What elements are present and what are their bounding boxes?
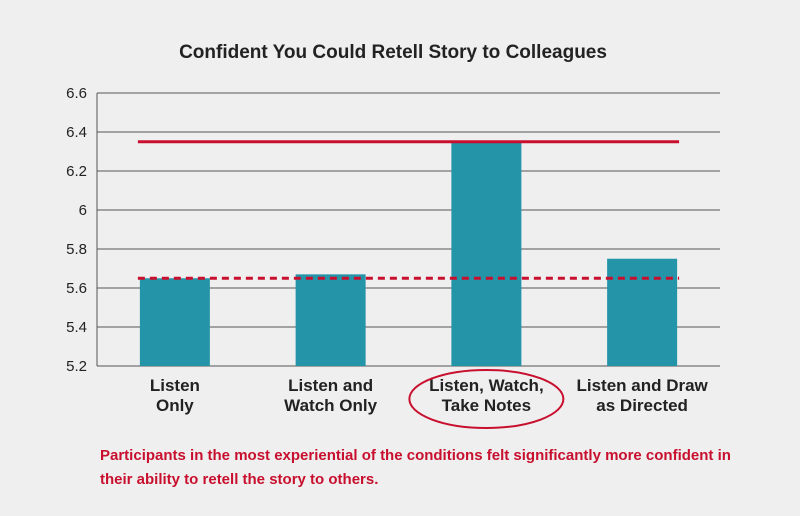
x-tick-label: Listen and Watch Only	[284, 376, 377, 415]
x-tick-label: Listen Only	[150, 376, 200, 415]
y-tick-label: 5.4	[66, 319, 87, 336]
highlight-ellipse	[408, 369, 565, 429]
y-tick-label: 5.6	[66, 280, 87, 297]
y-tick-label: 5.2	[66, 358, 87, 375]
y-tick-label: 6.6	[66, 85, 87, 102]
chart-title: Confident You Could Retell Story to Coll…	[179, 42, 607, 63]
bar	[607, 258, 678, 366]
x-tick-label: Listen, Watch, Take Notes	[429, 376, 544, 415]
y-tick-label: 5.8	[66, 241, 87, 258]
bar	[139, 278, 210, 366]
y-tick-label: 6.4	[66, 124, 87, 141]
bar-chart: Confident You Could Retell Story to Coll…	[66, 42, 720, 429]
y-tick-label: 6.2	[66, 163, 87, 180]
bar	[295, 274, 366, 366]
x-tick-label: Listen and Draw as Directed	[576, 376, 708, 415]
chart-caption: Participants in the most experiential of…	[100, 447, 731, 488]
y-tick-label: 6	[79, 202, 87, 219]
bar	[451, 141, 522, 366]
